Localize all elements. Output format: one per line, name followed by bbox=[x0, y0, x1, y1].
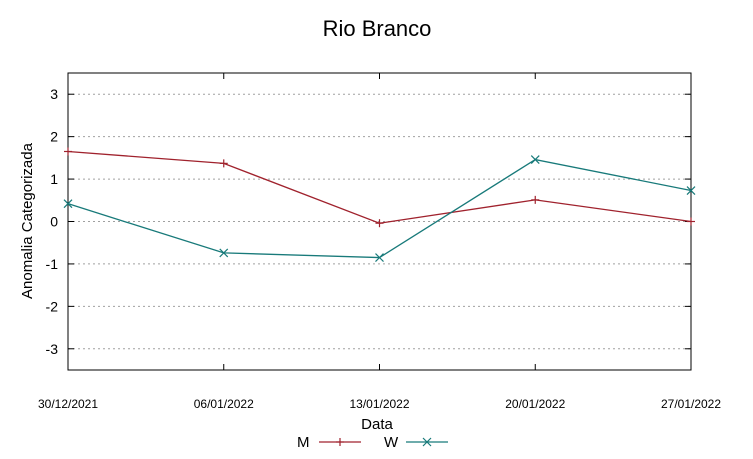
y-tick-label: 2 bbox=[50, 129, 58, 145]
data-point-W bbox=[63, 199, 73, 209]
y-tick-label: -2 bbox=[46, 298, 59, 314]
x-tick-label: 13/01/2022 bbox=[349, 397, 409, 411]
data-point-W bbox=[530, 155, 540, 164]
legend-label-W: W bbox=[384, 434, 399, 451]
y-tick-label: 3 bbox=[50, 86, 58, 102]
legend-label-M: M bbox=[297, 434, 310, 451]
data-point-M bbox=[687, 217, 695, 226]
data-point-M bbox=[375, 219, 384, 228]
series-line-M bbox=[67, 150, 692, 224]
data-point-W bbox=[686, 186, 696, 195]
x-axis-ticks: 30/12/2021 06/01/2022 13/01/2022 20/01/2022… bbox=[38, 73, 721, 411]
x-tick-label: 06/01/2022 bbox=[194, 397, 254, 411]
x-tick-label: 27/01/2022 bbox=[661, 397, 721, 411]
legend-marker-W bbox=[422, 437, 432, 447]
y-tick-label: -1 bbox=[46, 256, 59, 272]
y-axis-label: Anomalia Categorizada bbox=[19, 142, 36, 299]
chart-title: Rio Branco bbox=[323, 16, 432, 41]
data-point-W bbox=[375, 253, 384, 262]
data-point-M bbox=[64, 147, 72, 156]
legend-marker-M bbox=[336, 438, 344, 446]
data-point-M bbox=[531, 195, 540, 204]
x-axis-label: Data bbox=[361, 416, 393, 433]
y-tick-label: -3 bbox=[46, 341, 59, 357]
data-point-M bbox=[219, 159, 228, 168]
y-tick-label: 1 bbox=[50, 171, 58, 187]
series-layer bbox=[63, 147, 696, 262]
x-tick-label: 20/01/2022 bbox=[505, 397, 565, 411]
y-tick-label: 0 bbox=[50, 214, 58, 230]
x-tick-label: 30/12/2021 bbox=[38, 397, 98, 411]
data-point-W bbox=[219, 248, 229, 258]
